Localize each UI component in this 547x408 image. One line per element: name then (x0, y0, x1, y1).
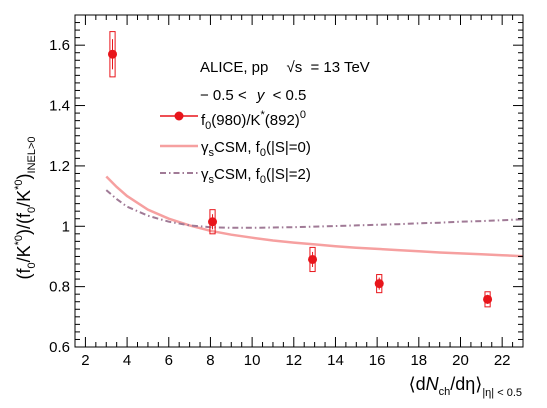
y-tick-label: 1.6 (49, 37, 70, 54)
y-tick-label: 1.4 (49, 98, 70, 115)
legend-entry-data: f0(980)/K*(892)0 (160, 109, 306, 132)
plot-area (105, 175, 524, 258)
y-tick-label: 1 (62, 218, 70, 235)
x-tick-label: 4 (123, 352, 131, 369)
y-tick-label: 1.2 (49, 158, 70, 175)
legend-csm0-label: γsCSM, f0(|S|=0) (201, 139, 311, 159)
legend-entry-csm2: γsCSM, f0(|S|=2) (160, 166, 311, 186)
header-line-2: − 0.5 < y < 0.5 (200, 87, 306, 104)
data-point (208, 217, 218, 227)
data-point (374, 279, 384, 289)
x-tick-label: 10 (244, 352, 261, 369)
x-tick-label: 8 (206, 352, 214, 369)
x-tick-label: 22 (494, 352, 511, 369)
legend-data-marker (174, 111, 184, 121)
y-tick-label: 0.8 (49, 279, 70, 296)
data-point (308, 254, 318, 264)
series-line-csm2 (105, 189, 524, 229)
x-tick-label: 12 (285, 352, 302, 369)
y-axis-title: (f0/K*0)/(f0/K*0)INEL>0 (13, 136, 38, 279)
data-point (483, 294, 493, 304)
x-tick-label: 6 (165, 352, 173, 369)
x-tick-label: 2 (81, 352, 89, 369)
header-energy-value: = 13 TeV (310, 59, 369, 76)
legend-entry-csm0: γsCSM, f0(|S|=0) (160, 139, 311, 159)
x-tick-label: 16 (369, 352, 386, 369)
legend-csm2-label: γsCSM, f0(|S|=2) (201, 166, 311, 186)
header-energy-symbol: √s (287, 59, 303, 76)
header-rapidity-right: < 0.5 (273, 87, 307, 104)
header-rapidity-var: y (256, 87, 266, 104)
header-experiment: ALICE, pp (200, 59, 268, 76)
x-axis-title: ⟨dNch/dη⟩|η| < 0.5 (409, 374, 522, 399)
x-tick-label: 18 (410, 352, 427, 369)
data-point (108, 49, 118, 59)
axis-ticks: 2 4 6 8 10 12 14 16 18 20 22 0.6 0.8 1 1.2 1.4 1.6 (49, 14, 524, 369)
y-tick-label: 0.6 (49, 339, 70, 356)
x-tick-label: 14 (327, 352, 344, 369)
chart-marks (108, 31, 493, 308)
header-rapidity-left: − 0.5 < (200, 87, 247, 104)
series-line-csm0 (105, 175, 524, 258)
header-line-1: ALICE, pp √s = 13 TeV (200, 59, 370, 76)
x-tick-label: 20 (452, 352, 469, 369)
legend-data-label: f0(980)/K*(892)0 (201, 109, 306, 132)
legend: f0(980)/K*(892)0 γsCSM, f0(|S|=0) γsCSM,… (160, 109, 311, 186)
